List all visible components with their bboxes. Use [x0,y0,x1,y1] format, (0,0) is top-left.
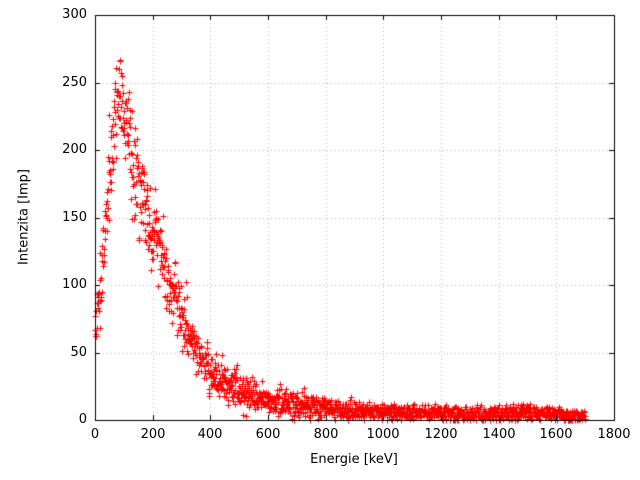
y-tick-label: 300 [62,7,87,22]
y-tick-label: 50 [70,345,87,360]
x-axis-title: Energie [keV] [310,452,398,467]
x-tick-label: 1800 [597,427,631,442]
y-tick-label: 150 [62,210,87,225]
x-tick-label: 600 [255,427,281,442]
y-axis-title: Intenzita [Imp] [16,169,32,265]
x-tick-label: 200 [140,427,166,442]
x-tick-label: 1400 [482,427,516,442]
x-tick-label: 1000 [366,427,400,442]
x-tick-label: 800 [313,427,339,442]
x-tick-label: 1200 [424,427,458,442]
y-tick-label: 250 [62,75,87,90]
x-tick-label: 0 [90,427,100,442]
y-tick-label: 0 [78,412,87,427]
y-tick-label: 100 [62,277,87,292]
x-tick-label: 400 [197,427,223,442]
x-tick-label: 1600 [539,427,573,442]
y-tick-label: 200 [62,142,87,157]
